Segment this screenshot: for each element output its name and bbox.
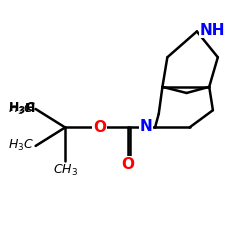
Text: $CH_3$: $CH_3$ (53, 163, 78, 178)
Text: $H_3C$: $H_3C$ (8, 102, 34, 116)
Text: O: O (122, 157, 134, 172)
Text: H: H (25, 102, 35, 116)
Text: N: N (140, 119, 152, 134)
Text: $H_3C$: $H_3C$ (8, 138, 34, 154)
Text: NH: NH (200, 23, 225, 38)
Text: O: O (93, 120, 106, 135)
Text: $\mathdefault{H_3C}$: $\mathdefault{H_3C}$ (8, 101, 35, 116)
